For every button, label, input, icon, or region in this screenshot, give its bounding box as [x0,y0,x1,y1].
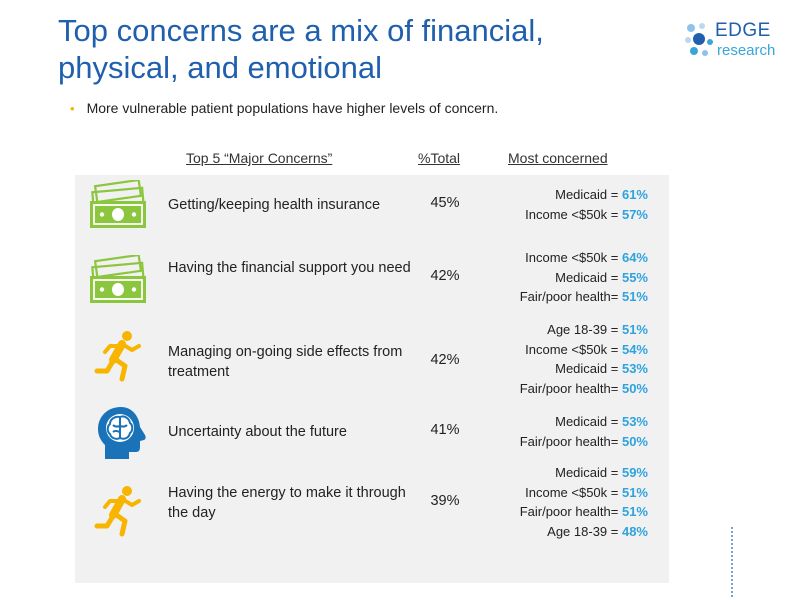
most-concerned-list: Income <$50k = 64% Medicaid = 55% Fair/p… [480,248,648,307]
total-percent: 41% [430,422,460,438]
total-percent: 42% [430,352,460,368]
table-row: Having the energy to make it through the… [75,465,669,545]
most-concerned-list: Medicaid = 59% Income <$50k = 51% Fair/p… [480,463,648,541]
brain-head-icon [98,407,146,459]
most-concerned-item: Income <$50k = 64% [525,250,648,265]
most-concerned-item: Fair/poor health= 50% [519,380,648,396]
col-header-concerns: Top 5 “Major Concerns” [186,150,333,166]
total-percent: 45% [430,195,460,211]
most-concerned-item: Medicaid = 53% [555,361,648,376]
most-concerned-item: Medicaid = 59% [555,465,648,480]
logo-dots-icon [685,23,713,56]
most-concerned-item: Fair/poor health= 51% [519,504,648,519]
bullet-text: More vulnerable patient populations have… [86,100,499,116]
running-person-icon [94,331,141,382]
page-title: Top concerns are a mix of financial, phy… [58,12,618,86]
most-concerned-item: Fair/poor health= 50% [519,433,648,449]
table-row: Managing on-going side effects from trea… [75,320,669,400]
bullet-dot-icon: • [70,101,75,116]
table-header: Top 5 “Major Concerns” %Total Most conce… [0,150,800,170]
table-row: Having the financial support you need 42… [75,243,669,313]
most-concerned-list: Age 18-39 = 51% Income <$50k = 54% Medic… [480,320,648,398]
concern-label: Having the financial support you need [168,260,411,276]
title-line-1: Top concerns are a mix of financial, [58,13,544,48]
concern-label: Having the energy to make it through the… [168,485,406,521]
most-concerned-item: Medicaid = 55% [555,269,648,285]
most-concerned-item: Income <$50k = 51% [525,484,648,500]
table-row: Uncertainty about the future 41% Medicai… [75,405,669,465]
col-header-most-concerned: Most concerned [508,150,608,166]
most-concerned-item: Medicaid = 61% [555,187,648,202]
logo-word-edge: EDGE [715,20,771,41]
concerns-table: Getting/keeping health insurance 45% Med… [75,175,669,583]
logo-word-research: research [717,42,776,59]
concern-label: Uncertainty about the future [168,424,347,440]
bullet-point: • More vulnerable patient populations hav… [70,100,498,116]
total-percent: 42% [430,268,460,284]
concern-label: Managing on-going side effects from trea… [168,344,403,380]
most-concerned-item: Age 18-39 = 51% [547,322,648,337]
title-line-2: physical, and emotional [58,50,382,85]
most-concerned-item: Age 18-39 = 48% [547,523,648,539]
most-concerned-item: Income <$50k = 57% [525,206,648,222]
most-concerned-list: Medicaid = 61% Income <$50k = 57% [480,185,648,224]
decorative-dotted-line [731,527,737,597]
money-icon [90,180,146,228]
money-icon [90,255,146,303]
edge-research-logo: EDGE research [683,18,788,66]
concern-label: Getting/keeping health insurance [168,197,381,213]
running-person-icon [94,486,141,537]
most-concerned-item: Medicaid = 53% [555,414,648,429]
col-header-total: %Total [418,150,461,166]
most-concerned-item: Income <$50k = 54% [525,341,648,357]
most-concerned-item: Fair/poor health= 51% [519,289,648,304]
table-row: Getting/keeping health insurance 45% Med… [75,175,669,235]
most-concerned-list: Medicaid = 53% Fair/poor health= 50% [480,412,648,451]
total-percent: 39% [430,493,460,509]
